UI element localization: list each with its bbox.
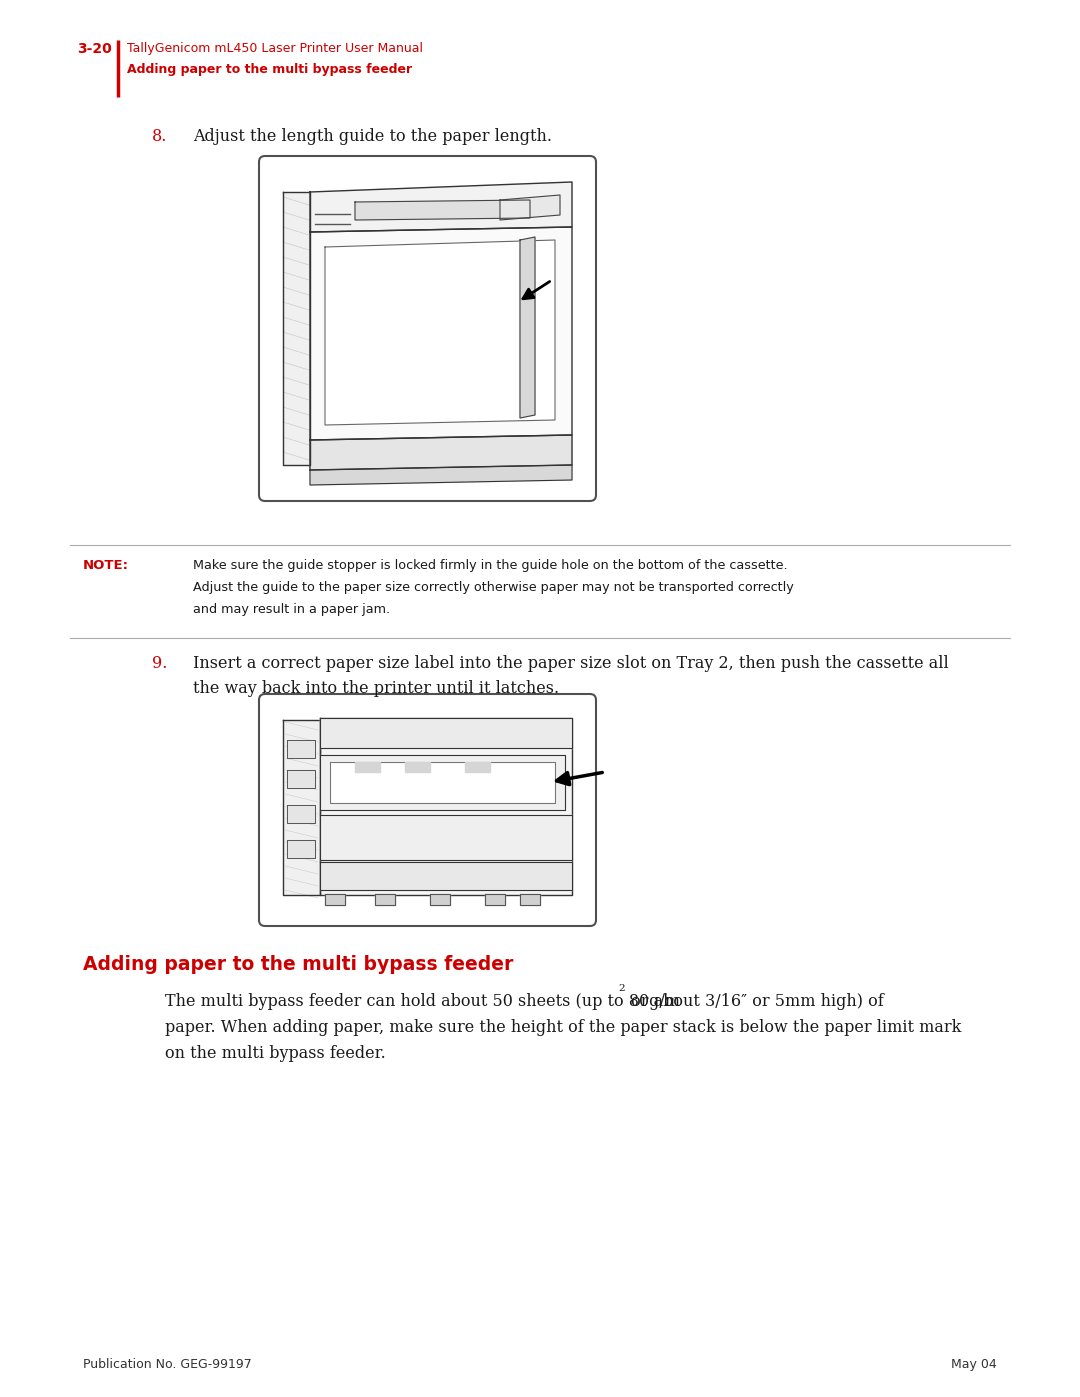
Polygon shape [519, 894, 540, 905]
Polygon shape [430, 894, 450, 905]
Text: 3-20: 3-20 [78, 42, 112, 56]
Polygon shape [310, 434, 572, 469]
Text: Insert a correct paper size label into the paper size slot on Tray 2, then push : Insert a correct paper size label into t… [193, 655, 948, 672]
Polygon shape [310, 226, 572, 440]
Text: 8.: 8. [152, 129, 167, 145]
Polygon shape [287, 770, 315, 788]
Text: NOTE:: NOTE: [83, 559, 129, 571]
Polygon shape [519, 237, 535, 418]
Polygon shape [485, 894, 505, 905]
Polygon shape [310, 465, 572, 485]
FancyBboxPatch shape [259, 156, 596, 502]
Polygon shape [355, 200, 530, 219]
Text: Publication No. GEG-99197: Publication No. GEG-99197 [83, 1358, 252, 1370]
Polygon shape [355, 761, 380, 773]
Polygon shape [500, 196, 561, 219]
Polygon shape [287, 740, 315, 759]
Text: or about 3/16″ or 5mm high) of: or about 3/16″ or 5mm high) of [626, 993, 883, 1010]
Polygon shape [325, 894, 345, 905]
Text: 9.: 9. [152, 655, 167, 672]
Text: Adding paper to the multi bypass feeder: Adding paper to the multi bypass feeder [83, 956, 513, 974]
FancyBboxPatch shape [259, 694, 596, 926]
Polygon shape [320, 862, 572, 890]
Text: Adding paper to the multi bypass feeder: Adding paper to the multi bypass feeder [127, 63, 413, 75]
Polygon shape [320, 754, 565, 810]
Polygon shape [320, 718, 572, 747]
Polygon shape [320, 814, 572, 861]
Polygon shape [283, 719, 320, 895]
Text: 2: 2 [618, 983, 624, 993]
Text: on the multi bypass feeder.: on the multi bypass feeder. [165, 1045, 386, 1062]
Polygon shape [287, 805, 315, 823]
Polygon shape [310, 182, 572, 232]
Text: Adjust the guide to the paper size correctly otherwise paper may not be transpor: Adjust the guide to the paper size corre… [193, 581, 794, 594]
Polygon shape [405, 761, 430, 773]
Text: the way back into the printer until it latches.: the way back into the printer until it l… [193, 680, 559, 697]
Polygon shape [287, 840, 315, 858]
Polygon shape [283, 191, 310, 465]
Polygon shape [375, 894, 395, 905]
Text: Make sure the guide stopper is locked firmly in the guide hole on the bottom of : Make sure the guide stopper is locked fi… [193, 559, 787, 571]
Polygon shape [330, 761, 555, 803]
Text: May 04: May 04 [951, 1358, 997, 1370]
Text: The multi bypass feeder can hold about 50 sheets (up to 80g/m: The multi bypass feeder can hold about 5… [165, 993, 680, 1010]
Text: paper. When adding paper, make sure the height of the paper stack is below the p: paper. When adding paper, make sure the … [165, 1018, 961, 1037]
Polygon shape [325, 240, 555, 425]
Text: and may result in a paper jam.: and may result in a paper jam. [193, 604, 390, 616]
Text: Adjust the length guide to the paper length.: Adjust the length guide to the paper len… [193, 129, 552, 145]
Polygon shape [320, 718, 572, 895]
Text: TallyGenicom mL450 Laser Printer User Manual: TallyGenicom mL450 Laser Printer User Ma… [127, 42, 423, 54]
Polygon shape [465, 761, 490, 773]
